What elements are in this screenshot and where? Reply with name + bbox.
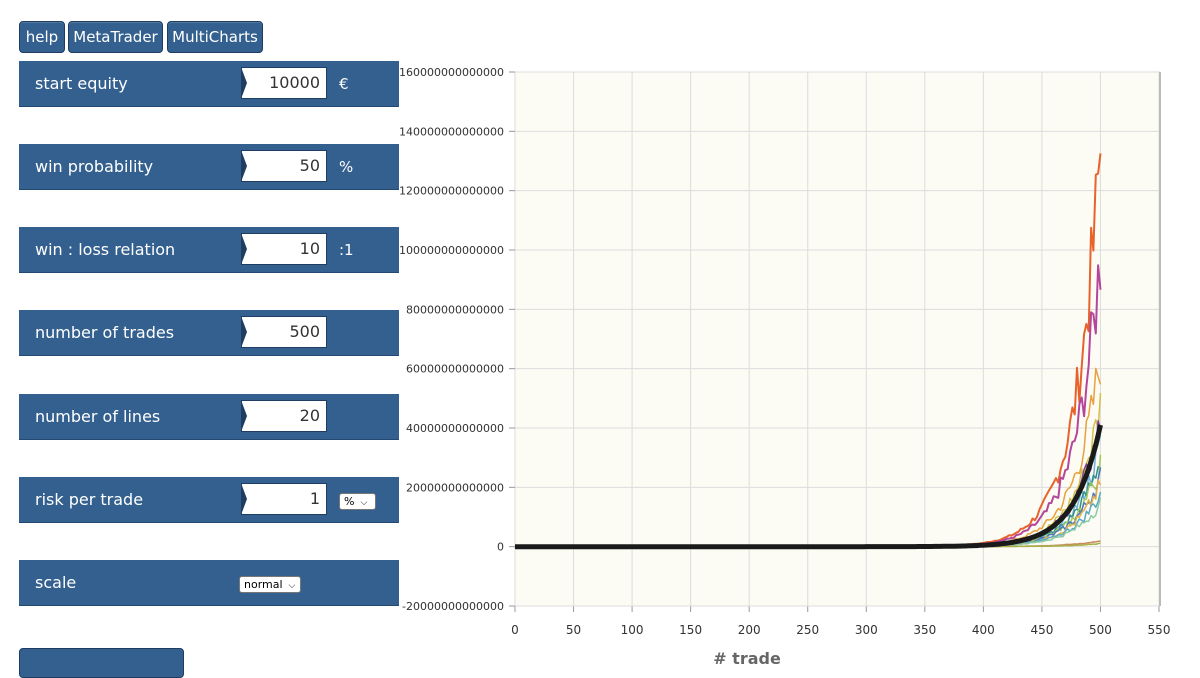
x-tick-label: 150 (679, 623, 702, 637)
input-notch-icon (241, 150, 247, 182)
number-of-trades-label: number of trades (35, 323, 175, 342)
equity-chart: 0 50 100 150 200 250 300 350 400 450 500 550 -200000… (400, 66, 1171, 664)
scale-row: scale normal ⌵ (19, 560, 399, 606)
x-tick-label: 50 (566, 623, 581, 637)
y-tick-label: 20000000000000 (406, 481, 504, 494)
series-line (514, 424, 1103, 550)
risk-unit-value: % (344, 495, 355, 508)
win-probability-row: win probability 50 % (19, 144, 399, 190)
input-notch-icon (241, 67, 247, 99)
scale-value: normal (244, 578, 283, 591)
x-tick-label: 500 (1089, 623, 1112, 637)
number-of-trades-row: number of trades 500 (19, 310, 399, 356)
chevron-down-icon: ⌵ (288, 581, 296, 591)
x-tick-label: 400 (972, 623, 995, 637)
start-equity-row: start equity 10000 € (19, 61, 399, 107)
input-notch-icon (241, 316, 247, 348)
percent-unit: % (339, 158, 354, 176)
x-tick-label: 200 (738, 623, 761, 637)
y-tick-label: 60000000000000 (406, 363, 504, 376)
chevron-down-icon: ⌵ (360, 498, 368, 508)
start-equity-input[interactable]: 10000 (241, 67, 327, 99)
win-loss-label: win : loss relation (35, 240, 176, 259)
win-probability-input[interactable]: 50 (241, 150, 327, 182)
y-tick-label: 140000000000000 (400, 125, 504, 138)
x-tick-label: 100 (621, 623, 644, 637)
y-tick-label: 80000000000000 (406, 303, 504, 316)
run-button[interactable] (19, 648, 184, 678)
y-tick-label: -20000000000000 (402, 600, 504, 613)
x-tick-label: 450 (1030, 623, 1053, 637)
input-notch-icon (241, 483, 247, 515)
multicharts-button[interactable]: MultiCharts (167, 21, 263, 53)
x-tick-label: 300 (855, 623, 878, 637)
risk-per-trade-label: risk per trade (35, 490, 144, 509)
y-tick-label: 160000000000000 (400, 66, 504, 79)
x-tick-label: 550 (1148, 623, 1171, 637)
win-loss-row: win : loss relation 10 :1 (19, 227, 399, 273)
number-of-lines-label: number of lines (35, 407, 161, 426)
number-of-lines-input[interactable]: 20 (241, 400, 327, 432)
x-axis-label: # trade (713, 649, 781, 664)
currency-unit: € (339, 75, 349, 93)
y-tick-label: 40000000000000 (406, 422, 504, 435)
risk-per-trade-row: risk per trade 1 % ⌵ (19, 477, 399, 523)
risk-unit-select[interactable]: % ⌵ (339, 493, 376, 510)
scale-select[interactable]: normal ⌵ (239, 576, 301, 593)
scale-label: scale (35, 573, 77, 592)
win-loss-input[interactable]: 10 (241, 233, 327, 265)
number-of-trades-input[interactable]: 500 (241, 316, 327, 348)
plot-area (514, 71, 1160, 607)
y-tick-label: 120000000000000 (400, 185, 504, 198)
metatrader-button[interactable]: MetaTrader (68, 21, 163, 53)
start-equity-label: start equity (35, 74, 128, 93)
x-tick-label: 0 (511, 623, 519, 637)
input-notch-icon (241, 400, 247, 432)
x-tick-label: 350 (913, 623, 936, 637)
x-tick-label: 250 (796, 623, 819, 637)
y-tick-label: 100000000000000 (400, 244, 504, 257)
ratio-unit: :1 (339, 241, 354, 259)
input-notch-icon (241, 233, 247, 265)
risk-per-trade-input[interactable]: 1 (241, 483, 327, 515)
y-tick-label: 0 (497, 541, 504, 554)
number-of-lines-row: number of lines 20 (19, 394, 399, 440)
win-probability-label: win probability (35, 157, 154, 176)
help-button[interactable]: help (19, 21, 65, 53)
